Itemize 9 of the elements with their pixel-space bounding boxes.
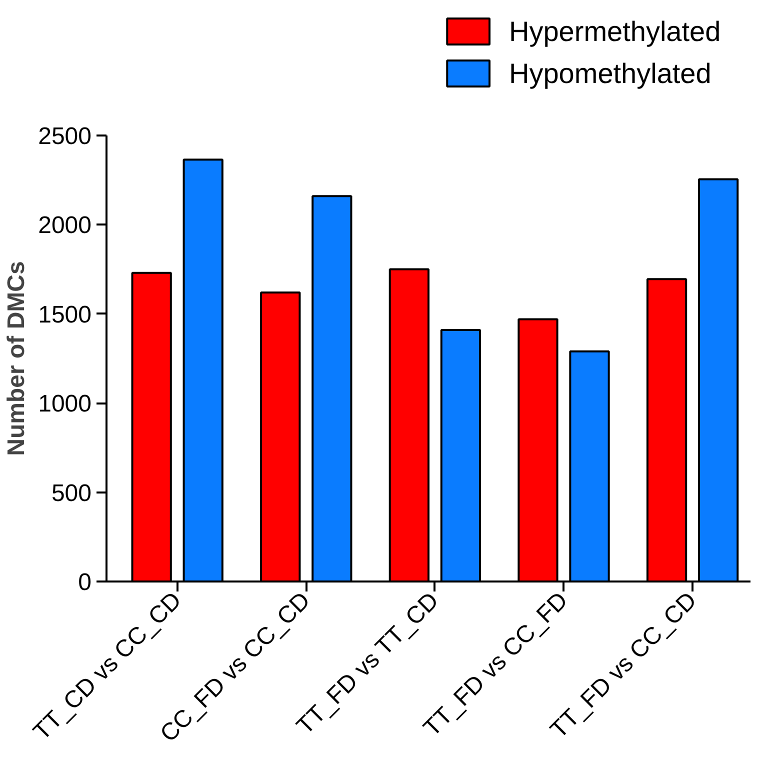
y-tick-label: 500 [51,480,92,507]
y-axis-title: Number of DMCs [3,261,30,456]
legend-label: Hypermethylated [509,16,721,47]
y-tick-label: 0 [78,569,92,596]
y-tick-label: 2500 [38,123,92,150]
legend-label: Hypomethylated [509,58,712,89]
y-tick-label: 2000 [38,212,92,240]
y-tick-label: 1000 [38,390,92,418]
y-tick-label: 1500 [38,301,92,328]
